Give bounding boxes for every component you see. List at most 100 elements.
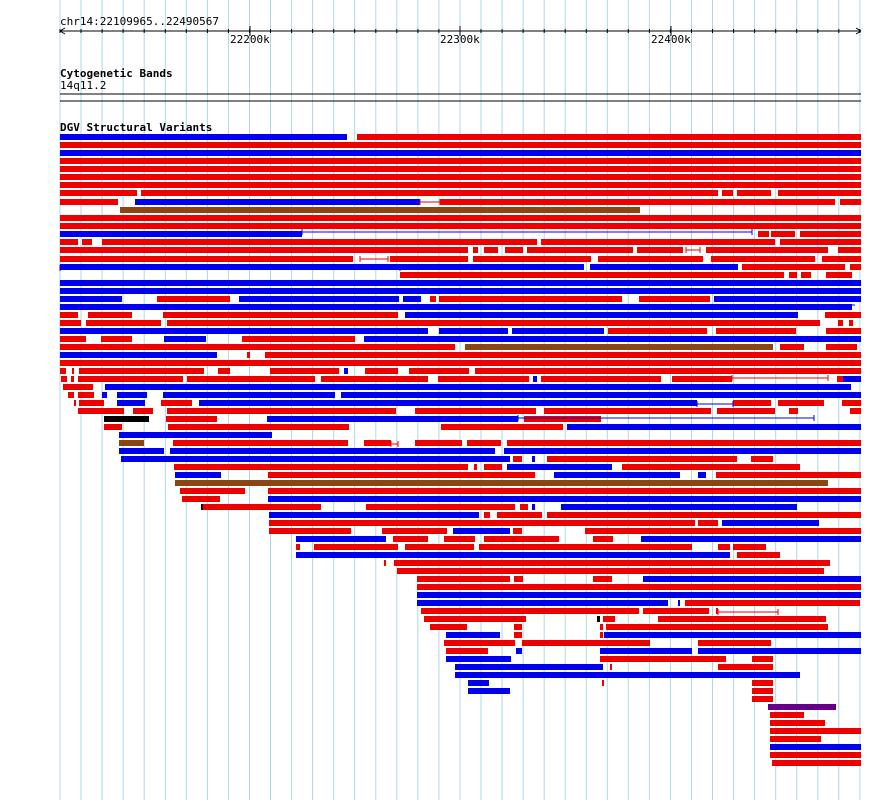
structural-variant-feature (439, 328, 508, 334)
structural-variant-feature (78, 376, 183, 382)
structural-variant-feature (415, 408, 536, 414)
structural-variant-feature (409, 368, 469, 374)
structural-variant-feature (175, 480, 828, 486)
structural-variant-feature (268, 488, 861, 494)
structural-variant-feature (474, 464, 477, 470)
structural-variant-feature (366, 504, 515, 510)
structural-variant-feature (554, 472, 680, 478)
structural-variant-feature (768, 704, 836, 710)
structural-variant-feature (714, 296, 861, 302)
structural-variant-feature (364, 440, 391, 446)
structural-variant-feature (484, 512, 490, 518)
structural-variant-feature (79, 368, 204, 374)
structural-variant-feature (60, 239, 78, 245)
structural-variant-feature (722, 190, 733, 196)
structural-variant-feature (60, 150, 861, 156)
structural-variant-feature (201, 504, 203, 510)
structural-variant-feature (604, 632, 861, 638)
structural-variant-feature (60, 199, 118, 205)
structural-variant-feature (187, 376, 315, 382)
structural-variant-feature (778, 400, 824, 406)
structural-variant-feature (296, 552, 730, 558)
structural-variant-feature (842, 400, 861, 406)
structural-variant-feature (826, 272, 852, 278)
structural-variant-feature (465, 344, 773, 350)
structural-variant-feature (105, 384, 851, 390)
structural-variant-feature (603, 616, 615, 622)
structural-variant-feature (164, 336, 206, 342)
structural-variant-feature (60, 328, 428, 334)
structural-variant-feature (479, 544, 692, 550)
structural-variant-feature (357, 134, 861, 140)
structural-variant-feature (417, 592, 861, 598)
structural-variant-feature (678, 600, 680, 606)
structural-variant-feature (742, 264, 845, 270)
structural-variant-feature (532, 504, 535, 510)
structural-variant-feature (717, 408, 775, 414)
structural-variant-feature (167, 408, 396, 414)
structural-variant-feature (296, 544, 300, 550)
structural-variant-feature (61, 376, 67, 382)
structural-variant-feature (622, 464, 800, 470)
structural-variant-feature (296, 536, 386, 542)
structural-variant-feature (268, 472, 535, 478)
structural-variant-feature (516, 648, 522, 654)
structural-variant-feature (60, 368, 66, 374)
structural-variant-feature (60, 182, 861, 188)
structural-variant-feature (789, 408, 798, 414)
structural-variant-feature (63, 384, 93, 390)
structural-variant-feature (60, 247, 468, 253)
structural-variant-feature (314, 544, 398, 550)
structural-variant-feature (68, 392, 74, 398)
structural-variant-feature (770, 720, 825, 726)
structural-variant-feature (157, 296, 230, 302)
structural-variant-feature (850, 408, 861, 414)
structural-variant-feature (133, 408, 153, 414)
structural-variant-feature (417, 584, 861, 590)
structural-variant-feature (718, 544, 730, 550)
structural-variant-feature (72, 368, 74, 374)
structural-variant-feature (60, 264, 584, 270)
structural-variant-feature (453, 528, 510, 534)
structural-variant-feature (441, 424, 563, 430)
structural-variant-feature (840, 199, 861, 205)
structural-variant-feature (567, 424, 861, 430)
structural-variant-feature (513, 456, 522, 462)
structural-variant-feature (598, 256, 703, 262)
structural-variant-feature (473, 256, 591, 262)
structural-variant-feature (60, 134, 347, 140)
structural-variant-feature (751, 456, 773, 462)
structural-variant-feature (60, 166, 861, 172)
structural-variant-feature (417, 576, 510, 582)
structural-variant-feature (364, 336, 861, 342)
structural-variant-feature (544, 408, 711, 414)
structural-variant-feature (430, 624, 467, 630)
structural-variant-feature (850, 264, 861, 270)
structural-variant-feature (390, 256, 468, 262)
structural-variant-feature (78, 408, 124, 414)
structural-variant-feature (778, 190, 861, 196)
structural-variant-feature (473, 247, 478, 253)
structural-variant-feature (444, 640, 515, 646)
structural-variant-feature (484, 247, 498, 253)
structural-variant-feature (826, 328, 861, 334)
structural-variant-feature (397, 568, 824, 574)
structural-variant-feature (120, 207, 640, 213)
structural-variant-feature (430, 296, 436, 302)
structural-variant-feature (446, 632, 500, 638)
location-label: chr14:22109965..22490567 (60, 15, 219, 28)
structural-variant-feature (602, 680, 604, 686)
structural-variant-feature (269, 512, 479, 518)
structural-variant-feature (438, 376, 529, 382)
structural-variant-feature (341, 392, 861, 398)
structural-variant-feature (698, 472, 706, 478)
structural-variant-feature (541, 376, 661, 382)
structural-variant-feature (514, 624, 522, 630)
structural-variant-feature (716, 608, 718, 614)
structural-variant-feature (512, 328, 604, 334)
structural-variant-feature (102, 392, 107, 398)
structural-variant-feature (711, 256, 815, 262)
structural-variant-feature (738, 400, 771, 406)
structural-variant-feature (167, 320, 820, 326)
